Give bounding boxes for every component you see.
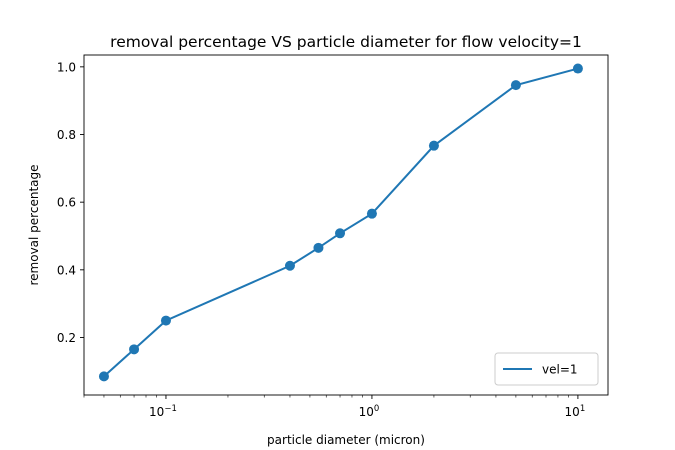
y-tick-label: 0.2 [57, 331, 76, 345]
chart-title: removal percentage VS particle diameter … [110, 33, 582, 51]
y-tick-label: 0.6 [57, 196, 76, 210]
data-point [366, 208, 377, 219]
legend-box [494, 352, 599, 386]
data-point [335, 228, 346, 239]
y-axis-label: removal percentage [27, 164, 41, 285]
data-point [129, 344, 140, 355]
series-line [103, 67, 579, 378]
x-tick-label: 101 [565, 404, 586, 419]
data-point [428, 140, 439, 151]
data-point [313, 242, 324, 253]
data-point [98, 371, 109, 382]
y-tick-label: 0.8 [57, 128, 76, 142]
data-point [572, 63, 583, 74]
axes-frame [83, 54, 609, 396]
y-tick-label: 0.4 [57, 263, 76, 277]
y-tick-label: 1.0 [57, 60, 76, 74]
x-axis-label: particle diameter (micron) [267, 433, 425, 447]
data-point [284, 260, 295, 271]
data-point [510, 80, 521, 91]
data-point [160, 315, 171, 326]
x-tick-label: 100 [359, 404, 380, 419]
x-tick-label: 10−1 [149, 404, 177, 419]
legend-label: vel=1 [542, 363, 578, 377]
plot-area: 0.2 0.4 0.6 0.8 1.0 10−1 100 101 vel=1 [57, 54, 609, 419]
